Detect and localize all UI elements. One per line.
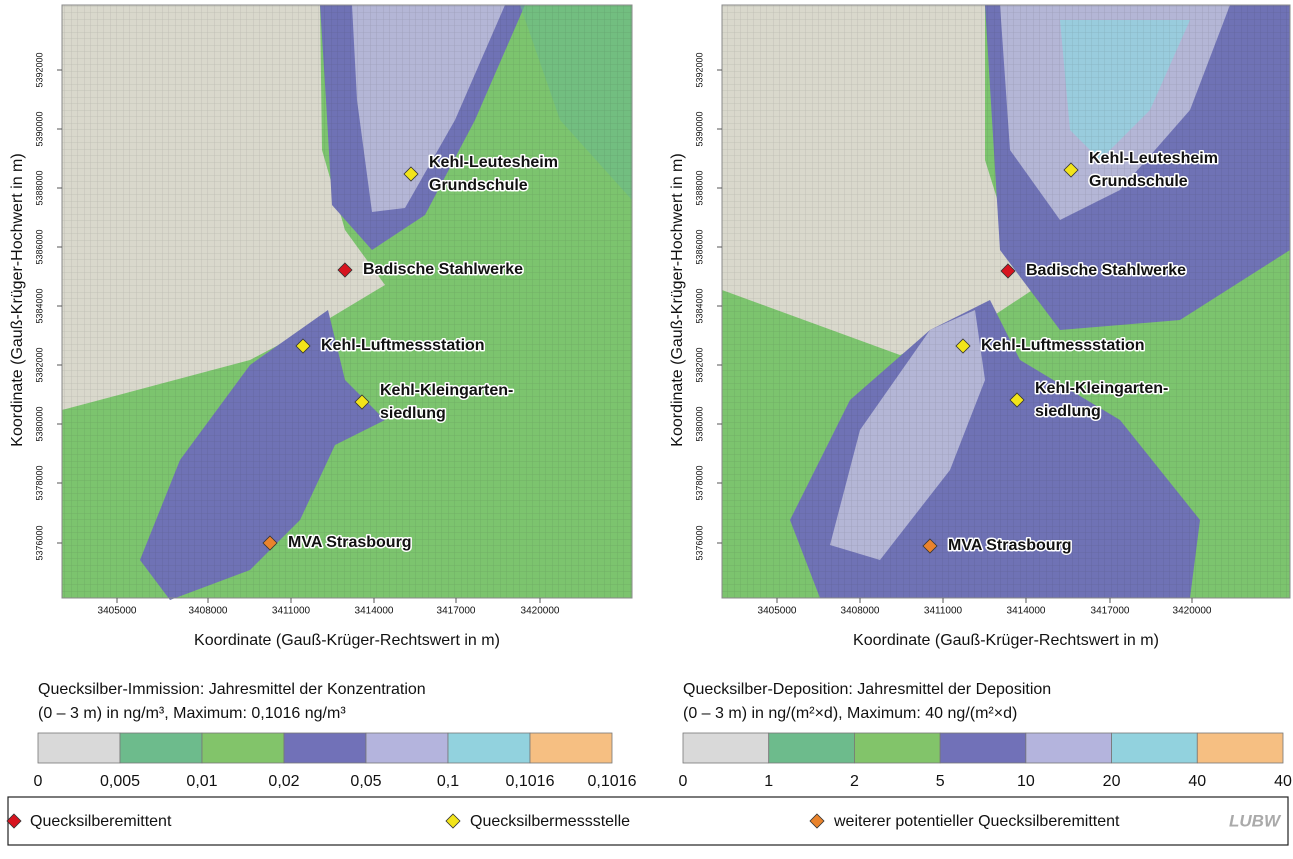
figure: 3405000 3408000 3411000 3414000 3417000 34200… <box>0 0 1293 854</box>
station-label: Badische Stahlwerke <box>363 261 523 278</box>
scale-label: 0,1016 <box>506 773 555 790</box>
y-tick-label: 5392000 <box>694 52 704 87</box>
scale-label: 10 <box>1017 773 1035 790</box>
scale-swatch <box>940 733 1026 763</box>
station-label: Kehl-Luftmessstation <box>321 337 485 354</box>
x-axis-label: Koordinate (Gauß-Krüger-Rechtswert in m) <box>194 632 500 649</box>
scale-label: 0,05 <box>350 773 381 790</box>
station-label: Grundschule <box>1089 173 1188 190</box>
logo: LUBW <box>1229 811 1282 830</box>
scale-swatch <box>284 733 366 763</box>
station-label: Kehl-Kleingarten- <box>1035 380 1168 397</box>
scale-swatch <box>366 733 448 763</box>
x-tick-label: 3405000 <box>758 606 797 617</box>
x-tick-label: 3417000 <box>437 606 476 617</box>
y-axis-label: Koordinate (Gauß-Krüger-Hochwert in m) <box>669 153 686 446</box>
x-tick-label: 3408000 <box>841 606 880 617</box>
scale-swatch <box>683 733 769 763</box>
x-tick-label: 3420000 <box>1173 606 1212 617</box>
scale-title: Quecksilber-Immission: Jahresmittel der … <box>38 681 426 698</box>
scale-label: 2 <box>850 773 859 790</box>
station-label: Kehl-Leutesheim <box>429 154 558 171</box>
y-tick-label: 5380000 <box>694 406 704 441</box>
scale-label: 1 <box>764 773 773 790</box>
y-axis-label: Koordinate (Gauß-Krüger-Hochwert in m) <box>9 153 26 446</box>
x-axis-label: Koordinate (Gauß-Krüger-Rechtswert in m) <box>853 632 1159 649</box>
scale-swatch <box>854 733 940 763</box>
scale-label: 0 <box>679 773 688 790</box>
scale-swatch <box>1112 733 1198 763</box>
scale-swatch <box>120 733 202 763</box>
scale-swatch <box>530 733 612 763</box>
map-right <box>722 5 1290 598</box>
scale-swatch <box>769 733 855 763</box>
x-tick-label: 3414000 <box>1007 606 1046 617</box>
map-left <box>62 5 632 600</box>
scale-label: 0 <box>34 773 43 790</box>
scale-label: 0,1 <box>437 773 459 790</box>
scale-label: 20 <box>1103 773 1121 790</box>
scale-swatch <box>202 733 284 763</box>
station-label: Badische Stahlwerke <box>1026 262 1186 279</box>
station-label: Grundschule <box>429 177 528 194</box>
scale-label: 0,1016 <box>588 773 637 790</box>
scale-title: (0 – 3 m) in ng/(m²×d), Maximum: 40 ng/(… <box>683 705 1017 722</box>
scale-label: 40 <box>1188 773 1206 790</box>
y-tick-label: 5392000 <box>34 52 44 87</box>
scale-label: 5 <box>936 773 945 790</box>
x-tick-label: 3414000 <box>355 606 394 617</box>
station-label: Kehl-Kleingarten- <box>380 382 513 399</box>
x-tick-label: 3420000 <box>521 606 560 617</box>
y-tick-label: 5386000 <box>694 229 704 264</box>
y-tick-label: 5384000 <box>34 288 44 323</box>
y-tick-label: 5376000 <box>694 525 704 560</box>
x-tick-label: 3408000 <box>189 606 228 617</box>
y-tick-label: 5384000 <box>694 288 704 323</box>
x-tick-label: 3411000 <box>272 606 311 617</box>
y-tick-label: 5378000 <box>694 465 704 500</box>
scale-label: 0,005 <box>100 773 140 790</box>
legend-label: weiterer potentieller Quecksilberemitten… <box>833 813 1120 830</box>
y-tick-label: 5388000 <box>694 170 704 205</box>
y-tick-label: 5388000 <box>34 170 44 205</box>
station-label: MVA Strasbourg <box>288 534 412 551</box>
y-tick-label: 5376000 <box>34 525 44 560</box>
x-tick-label: 3411000 <box>924 606 963 617</box>
scale-label: 0,02 <box>268 773 299 790</box>
scale-title: Quecksilber-Deposition: Jahresmittel der… <box>683 681 1051 698</box>
scale-label: 0,01 <box>186 773 217 790</box>
scale-swatch <box>1197 733 1283 763</box>
scale-swatch <box>38 733 120 763</box>
y-tick-label: 5386000 <box>34 229 44 264</box>
scale-swatch <box>448 733 530 763</box>
station-label: Kehl-Luftmessstation <box>981 337 1145 354</box>
y-tick-label: 5378000 <box>34 465 44 500</box>
y-tick-label: 5390000 <box>694 111 704 146</box>
y-tick-label: 5390000 <box>34 111 44 146</box>
x-tick-label: 3405000 <box>98 606 137 617</box>
station-label: Kehl-Leutesheim <box>1089 150 1218 167</box>
station-label: siedlung <box>380 405 446 422</box>
y-tick-label: 5382000 <box>34 347 44 382</box>
y-tick-label: 5380000 <box>34 406 44 441</box>
scale-title: (0 – 3 m) in ng/m³, Maximum: 0,1016 ng/m… <box>38 705 346 722</box>
scale-label: 40 <box>1274 773 1292 790</box>
station-label: siedlung <box>1035 403 1101 420</box>
station-label: MVA Strasbourg <box>948 537 1072 554</box>
x-tick-label: 3417000 <box>1091 606 1130 617</box>
legend-label: Quecksilbermessstelle <box>470 813 630 830</box>
scale-swatch <box>1026 733 1112 763</box>
legend-label: Quecksilberemittent <box>30 813 172 830</box>
y-tick-label: 5382000 <box>694 347 704 382</box>
